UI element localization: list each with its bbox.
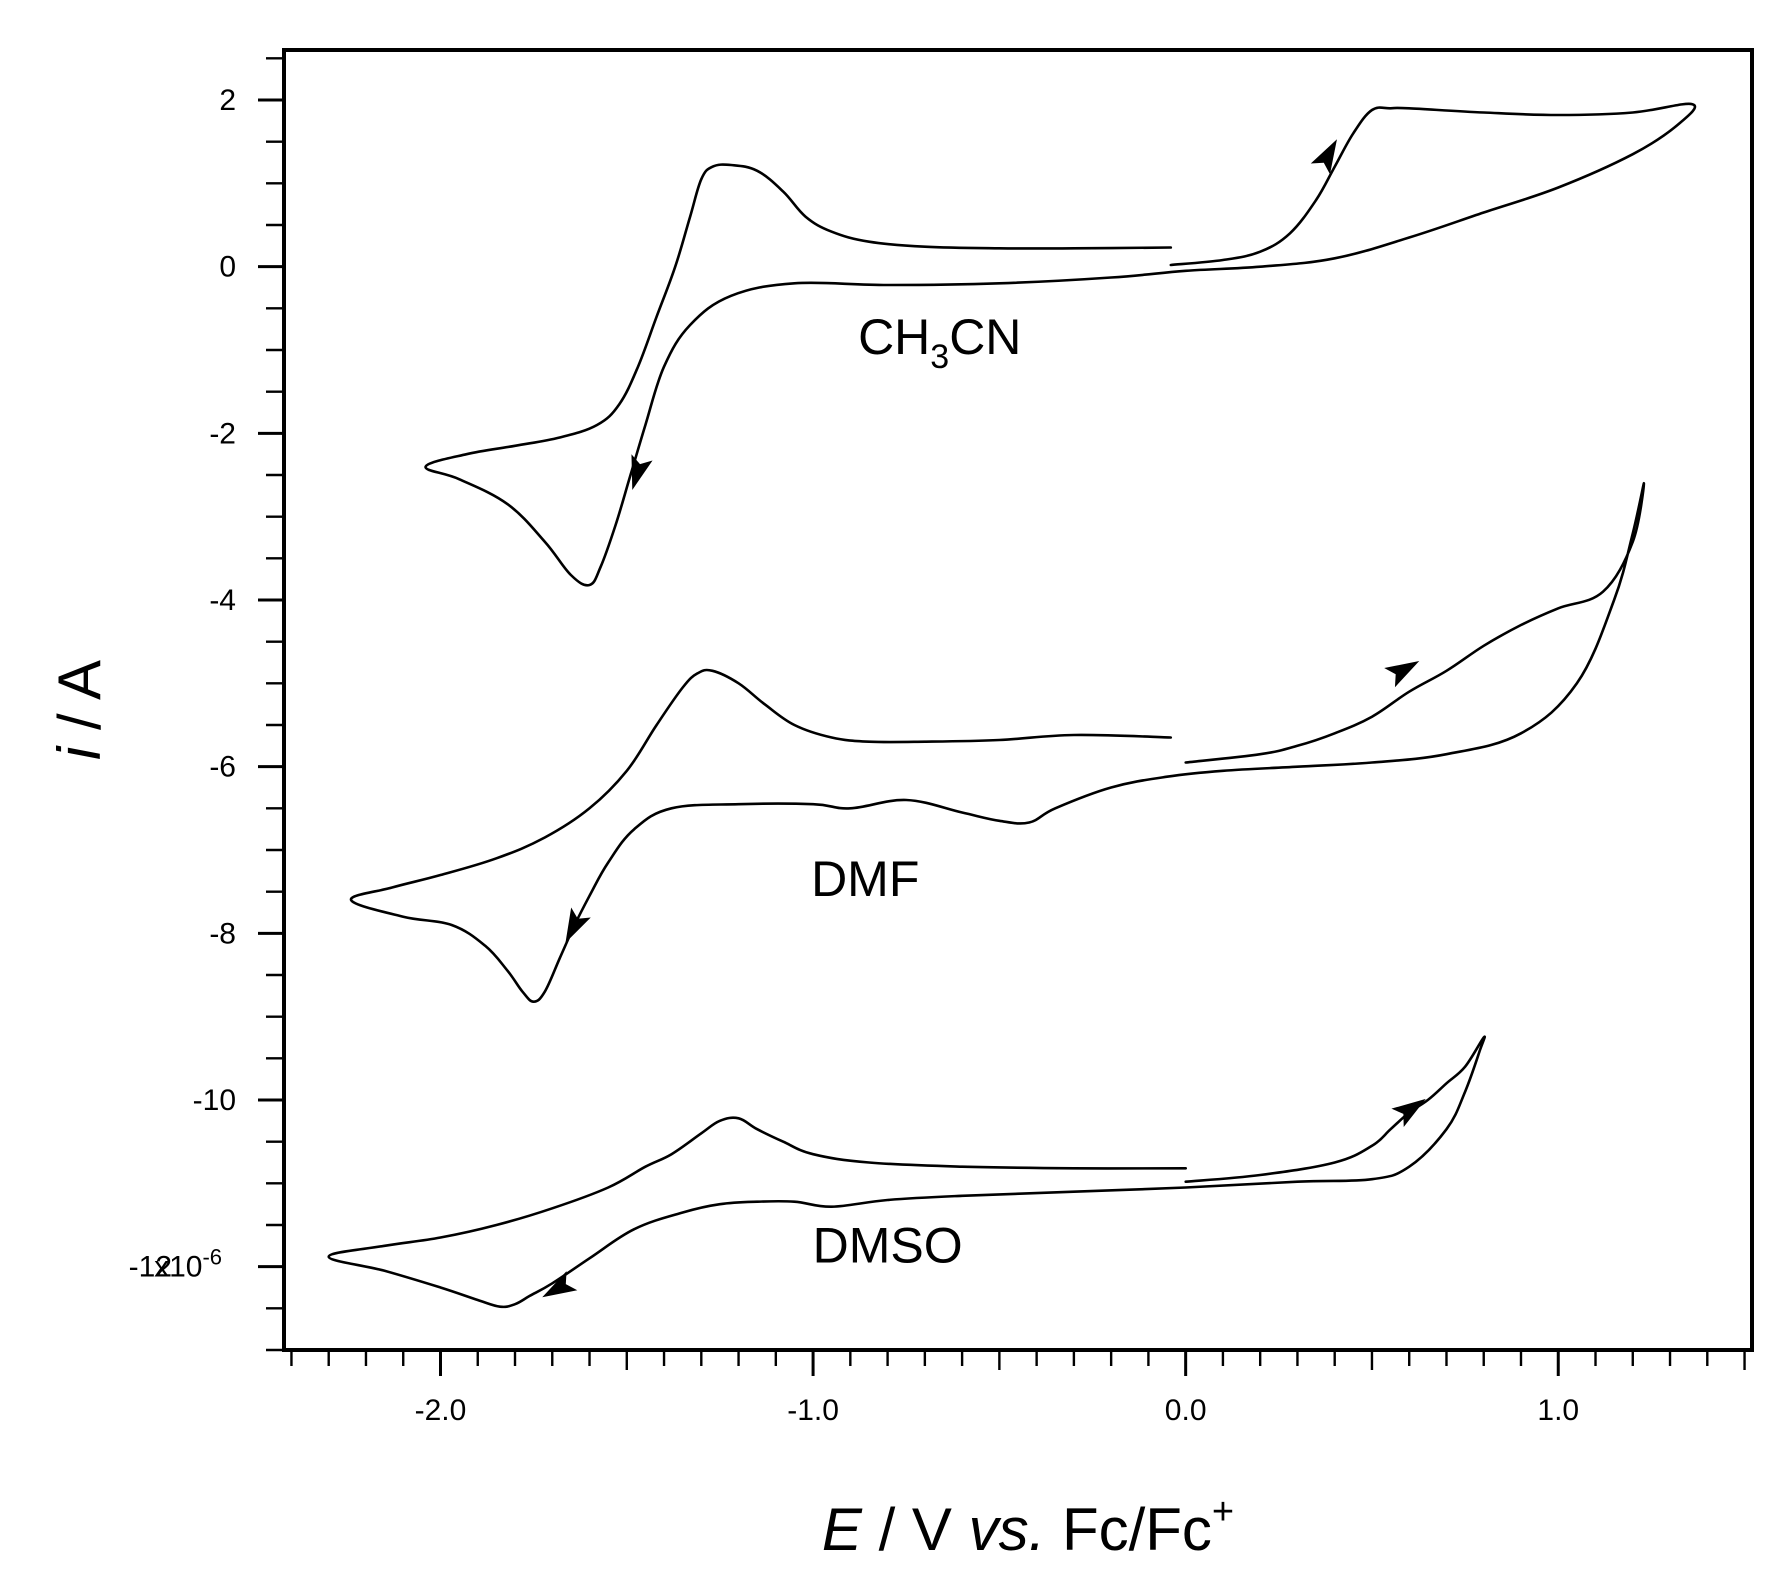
x-axis-title-vs: vs. bbox=[969, 1496, 1046, 1563]
y-tick-label: -8 bbox=[209, 917, 236, 950]
dmso-label-main: DMSO bbox=[813, 1218, 963, 1274]
y-tick-label: 2 bbox=[219, 84, 236, 117]
y-tick-label: -6 bbox=[209, 751, 236, 784]
dmf-label-main: DMF bbox=[811, 851, 919, 907]
dmf-scan-direction-arrow bbox=[1384, 661, 1420, 688]
ch3cn-label-subscript: 3 bbox=[930, 338, 949, 376]
axis-labels: -2.0 -1.0 0.0 1.0 2 0 -2 -4 -6 -8 -10 -12 CH3CN DMF DM… bbox=[129, 84, 1579, 1427]
axis-ticks bbox=[258, 57, 1746, 1376]
ch3cn-label-end: CN bbox=[949, 309, 1021, 365]
y-scale-text: x10 bbox=[154, 1251, 202, 1284]
ch3cn-scan-direction-arrow bbox=[631, 454, 653, 490]
dmf-scan-direction-arrow bbox=[565, 907, 591, 943]
x-tick-label: 1.0 bbox=[1537, 1394, 1579, 1427]
y-axis-title-unit: / A bbox=[46, 660, 113, 747]
y-scale-exponent: -6 bbox=[202, 1245, 222, 1270]
y-tick-label: -12 bbox=[129, 1251, 172, 1284]
dmso-scan-direction-arrow bbox=[1391, 1098, 1426, 1127]
x-axis-title-ref: Fc/Fc bbox=[1045, 1496, 1212, 1563]
dmso-scan-direction-arrow bbox=[542, 1271, 578, 1298]
ch3cn-label-main: CH bbox=[858, 309, 930, 365]
y-axis-title-var: i bbox=[46, 745, 113, 760]
y-tick-label: -4 bbox=[209, 584, 236, 617]
x-axis-title-unit: / V bbox=[862, 1496, 969, 1563]
dmf-curve-label: DMF bbox=[811, 851, 919, 907]
data-curves bbox=[327, 102, 1697, 1309]
y-axis-title: i / A bbox=[46, 660, 113, 760]
y-tick-label: -2 bbox=[209, 417, 236, 450]
x-tick-label: -2.0 bbox=[415, 1394, 467, 1427]
dmso-voltammogram-line bbox=[327, 1035, 1487, 1309]
ch3cn-curve-label: CH3CN bbox=[858, 309, 1021, 376]
y-tick-label: -10 bbox=[193, 1084, 236, 1117]
y-tick-label: 0 bbox=[219, 251, 236, 284]
x-tick-label: 0.0 bbox=[1165, 1394, 1207, 1427]
ch3cn-scan-direction-arrow bbox=[1310, 139, 1337, 175]
dmso-curve-label: DMSO bbox=[813, 1218, 963, 1274]
ch3cn-voltammogram-line bbox=[424, 102, 1697, 587]
x-tick-label: -1.0 bbox=[787, 1394, 839, 1427]
x-axis-title-sup: + bbox=[1212, 1491, 1234, 1533]
plot-frame bbox=[282, 48, 1754, 1352]
x-axis-title: E / V vs. Fc/Fc+ bbox=[822, 1491, 1234, 1563]
dmf-voltammogram-line bbox=[349, 481, 1646, 1003]
y-scale-multiplier: x10-6 bbox=[154, 1245, 222, 1284]
x-axis-title-var: E bbox=[822, 1496, 863, 1563]
